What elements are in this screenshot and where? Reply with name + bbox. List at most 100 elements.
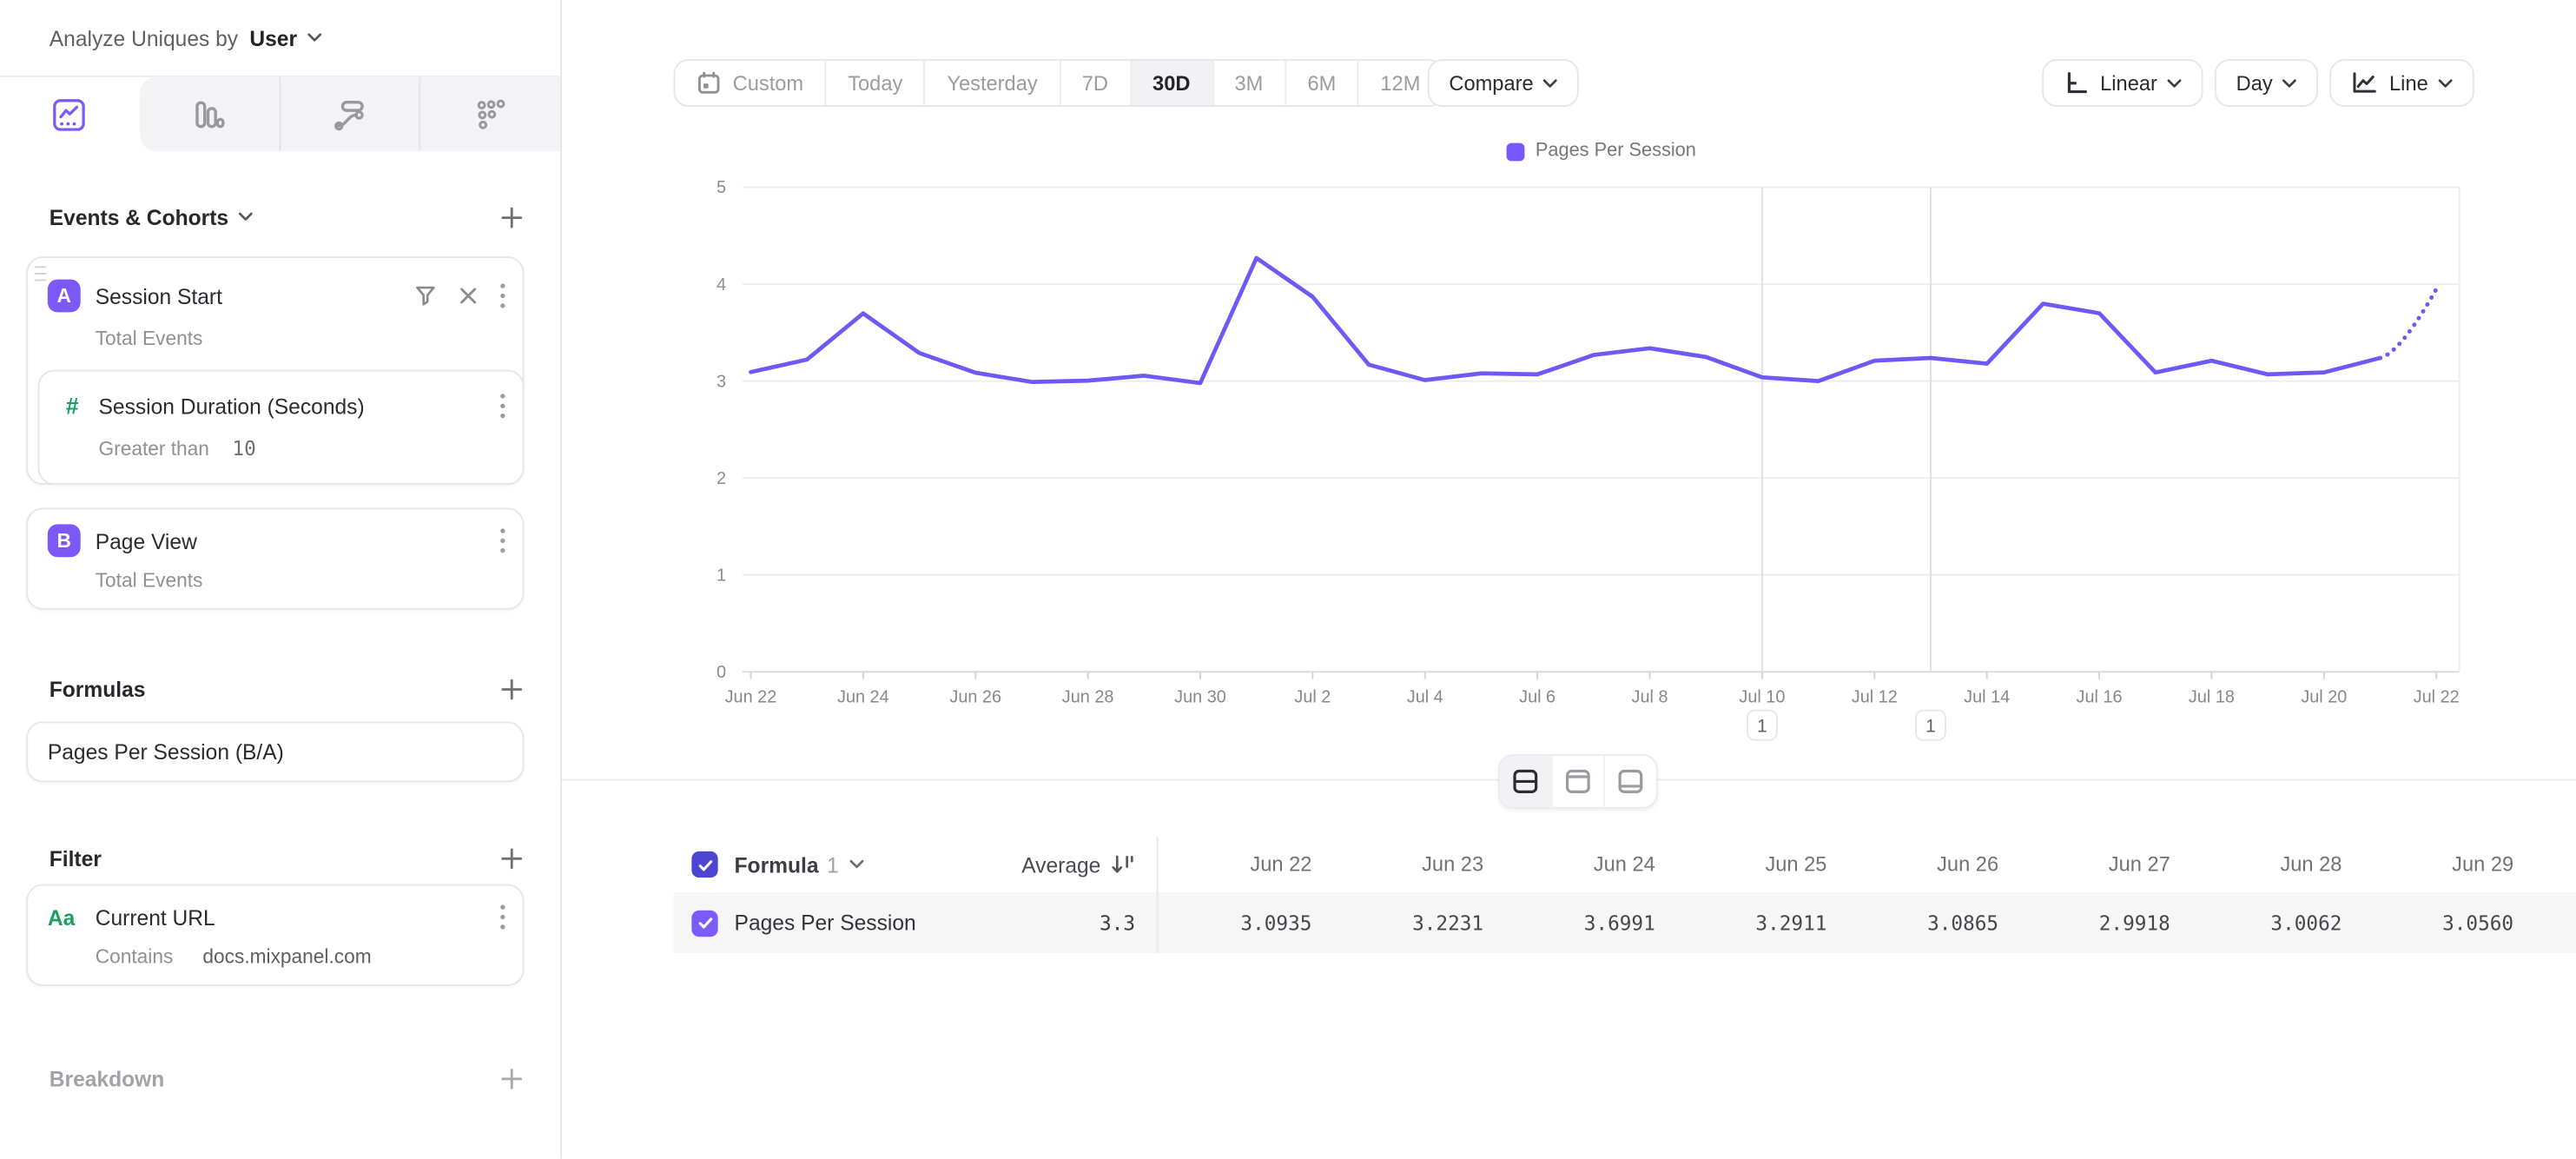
series-average: 3.3 — [1100, 911, 1136, 935]
date-column-header[interactable]: Jun 26 — [1937, 852, 1999, 877]
filter-property-title[interactable]: Current URL — [95, 904, 215, 930]
property-title[interactable]: Session Duration (Seconds) — [98, 394, 365, 419]
series-line[interactable] — [749, 255, 2382, 386]
x-axis-tick-label: Jun 24 — [837, 687, 889, 706]
chevron-down-icon[interactable] — [238, 212, 253, 222]
bar-chart-icon — [191, 96, 228, 133]
event-aggregation[interactable]: Total Events — [95, 327, 203, 350]
filter-funnel-icon[interactable] — [414, 284, 437, 307]
x-axis-tick-label: Jun 26 — [949, 687, 1001, 706]
date-column-header[interactable]: Jun 29 — [2452, 852, 2514, 877]
add-filter-button[interactable] — [499, 845, 524, 870]
range-6m[interactable]: 6M — [1284, 60, 1357, 106]
tab-flows[interactable] — [278, 76, 419, 152]
layout-table-only-button[interactable] — [1603, 756, 1656, 807]
chart-type-dropdown[interactable]: Line — [2329, 59, 2474, 107]
filter-operator-dropdown[interactable]: Contains — [95, 944, 174, 969]
event-row-session-start[interactable]: A Session Start — [28, 258, 522, 314]
date-column-header[interactable]: Jun 22 — [1250, 852, 1312, 877]
average-column-header[interactable]: Average — [1021, 851, 1101, 878]
interval-dropdown[interactable]: Day — [2215, 59, 2319, 107]
report-canvas: Custom Today Yesterday 7D 30D 3M 6M 12M … — [561, 0, 2576, 1159]
series-checkbox[interactable] — [691, 909, 718, 937]
operator-value-input[interactable]: 10 — [232, 437, 256, 460]
chevron-down-icon[interactable] — [307, 33, 321, 43]
drag-handle-icon[interactable] — [34, 266, 46, 281]
filter-row[interactable]: Aa Current URL — [28, 886, 522, 936]
breakdown-section-title: Breakdown — [49, 1065, 165, 1091]
annotation-badge[interactable] — [1915, 709, 1946, 741]
operator-dropdown[interactable]: Greater than — [98, 437, 209, 460]
layout-toggle — [1498, 754, 1658, 809]
date-column-header[interactable]: Jun 25 — [1765, 852, 1827, 877]
string-property-icon: Aa — [47, 904, 76, 930]
series-value: 3.0062 — [2270, 911, 2342, 935]
series-value: 3.0865 — [1927, 911, 1999, 935]
add-formula-button[interactable] — [499, 676, 524, 700]
x-axis-tick-label: Jul 14 — [1964, 687, 2010, 706]
range-12m[interactable]: 12M — [1357, 60, 1442, 106]
close-icon[interactable] — [459, 286, 479, 306]
y-axis-tick-label: 1 — [717, 566, 726, 585]
scale-dropdown[interactable]: Linear — [2042, 59, 2203, 107]
linear-scale-icon — [2064, 70, 2089, 95]
tab-bar-chart[interactable] — [139, 76, 279, 152]
event-row-page-view[interactable]: B Page View — [28, 509, 522, 559]
sessions-line-chart[interactable]: 0 1 2 3 4 5 Jun 22 Jun 24 Jun 26 Jun 28 Jun 30 Jul … — [562, 131, 2576, 785]
query-sections: Events & Cohorts A Session Start — [0, 201, 560, 1095]
event-aggregation[interactable]: Total Events — [95, 568, 203, 592]
event-card-session-start: A Session Start T — [26, 256, 525, 486]
range-30d[interactable]: 30D — [1129, 60, 1212, 106]
annotation-badge-count: 1 — [1925, 716, 1936, 736]
kebab-menu-icon[interactable] — [499, 904, 506, 930]
select-all-checkbox[interactable] — [691, 851, 718, 878]
chart-controls: Linear Day Line — [2042, 59, 2474, 107]
range-yesterday[interactable]: Yesterday — [923, 60, 1059, 106]
analyze-by-dropdown[interactable]: User — [249, 25, 298, 50]
range-3m[interactable]: 3M — [1212, 60, 1285, 106]
event-title[interactable]: Page View — [95, 528, 197, 553]
table-row[interactable]: Pages Per Session 3.3 3.0935 3.2231 3.69… — [673, 892, 2576, 954]
formula-card[interactable]: Pages Per Session (B/A) — [26, 721, 525, 783]
range-today[interactable]: Today — [824, 60, 924, 106]
kebab-menu-icon[interactable] — [499, 393, 506, 419]
formula-expression[interactable]: Pages Per Session (B/A) — [47, 739, 284, 765]
series-value: 3.2231 — [1412, 911, 1484, 935]
date-column-header[interactable]: Jun 23 — [1422, 852, 1484, 877]
date-column-header[interactable]: Jun 24 — [1593, 852, 1655, 877]
x-axis-tick-label: Jun 28 — [1062, 687, 1114, 706]
event-title[interactable]: Session Start — [95, 283, 222, 308]
line-chart-icon — [51, 96, 88, 133]
tab-retention[interactable] — [419, 76, 561, 152]
dot-grid-icon — [472, 96, 509, 133]
layout-chart-only-button[interactable] — [1550, 756, 1604, 807]
filter-value[interactable]: docs.mixpanel.com — [202, 944, 372, 969]
compare-button[interactable]: Compare — [1427, 59, 1580, 107]
chevron-down-icon — [2167, 78, 2182, 88]
range-custom[interactable]: Custom — [675, 61, 824, 105]
formula-column-header[interactable]: Formula 1 — [735, 852, 864, 877]
annotation-badge-count: 1 — [1757, 716, 1767, 736]
annotation-badge[interactable] — [1746, 709, 1778, 741]
range-7d[interactable]: 7D — [1059, 60, 1129, 106]
add-breakdown-button[interactable] — [499, 1066, 524, 1090]
tab-line-chart[interactable] — [0, 77, 139, 151]
kebab-menu-icon[interactable] — [499, 282, 506, 308]
series-value: 3.0560 — [2442, 911, 2514, 935]
event-badge-a: A — [47, 279, 81, 313]
breakdown-section-header: Breakdown — [50, 1062, 525, 1095]
date-column-header[interactable]: Jun 27 — [2108, 852, 2170, 877]
y-axis-tick-label: 2 — [717, 469, 726, 488]
add-event-button[interactable] — [499, 205, 524, 229]
chart-legend: Pages Per Session — [743, 142, 2460, 161]
layout-split-button[interactable] — [1500, 756, 1551, 807]
events-section-header: Events & Cohorts — [50, 201, 525, 234]
date-column-header[interactable]: Jun 28 — [2280, 852, 2342, 877]
property-row[interactable]: # Session Duration (Seconds) — [39, 371, 522, 424]
x-axis-tick-label: Jul 20 — [2301, 687, 2347, 706]
results-table: Formula 1 Average Jun 22 — [673, 836, 2576, 954]
kebab-menu-icon[interactable] — [499, 527, 506, 553]
filter-card-current-url: Aa Current URL Contains docs.mixpanel.co… — [26, 884, 525, 986]
sort-descending-icon[interactable] — [1111, 853, 1135, 876]
